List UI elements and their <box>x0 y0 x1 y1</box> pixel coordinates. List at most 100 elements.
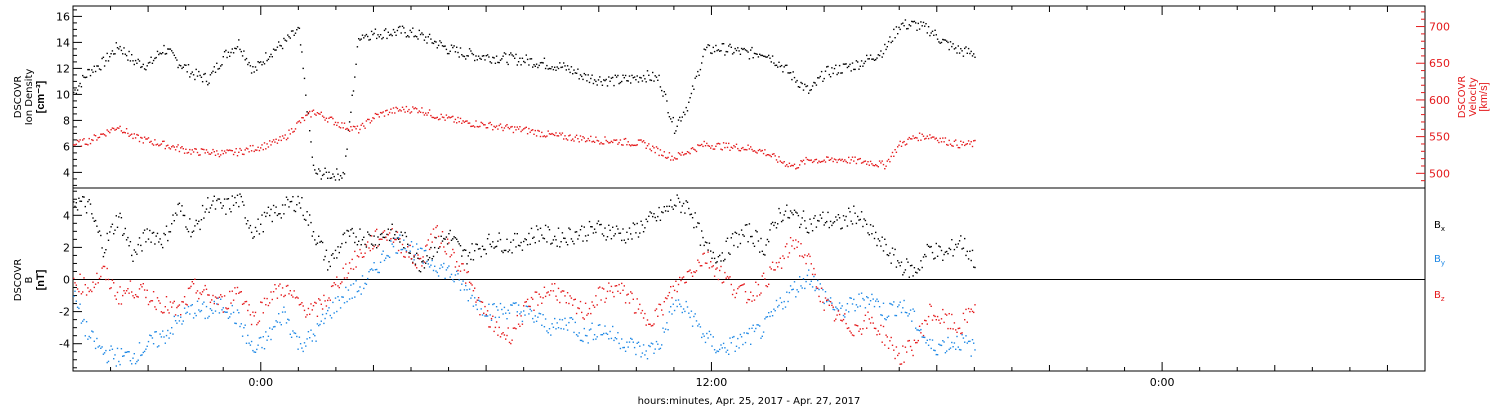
velocity-point <box>185 148 187 150</box>
velocity-point <box>174 149 177 151</box>
density-point <box>622 74 624 76</box>
density-point <box>124 53 126 55</box>
density-point <box>685 106 687 109</box>
bz-point <box>570 297 573 299</box>
velocity-point <box>849 162 851 164</box>
bz-point <box>552 290 555 292</box>
velocity-point <box>413 108 415 110</box>
velocity-point <box>187 151 190 154</box>
velocity-point <box>886 160 888 162</box>
density-point <box>832 72 834 75</box>
velocity-point <box>697 144 699 146</box>
by-point <box>189 313 191 315</box>
velocity-point <box>731 147 734 149</box>
by-point <box>743 332 745 334</box>
bz-point <box>271 298 273 301</box>
velocity-point <box>220 154 222 156</box>
density-point <box>498 61 500 64</box>
by-point <box>354 296 356 298</box>
density-point <box>851 62 854 64</box>
by-point <box>318 324 320 327</box>
by-point <box>641 352 644 354</box>
velocity-point <box>936 139 939 142</box>
bz-point <box>876 334 878 336</box>
bx-point <box>693 226 695 229</box>
bx-point <box>341 242 343 245</box>
bx-point <box>276 214 279 217</box>
bx-point <box>416 252 418 254</box>
velocity-point <box>724 146 726 149</box>
density-point <box>970 50 972 53</box>
field-tick-label: 0 <box>63 274 70 287</box>
by-point <box>505 312 507 314</box>
density-point <box>421 32 423 34</box>
bx-point <box>710 250 712 252</box>
by-point <box>109 349 111 351</box>
by-point <box>962 337 965 339</box>
density-point <box>342 171 344 174</box>
bz-point <box>497 334 499 336</box>
bz-point <box>716 267 718 269</box>
velocity-point <box>722 142 725 144</box>
bz-point <box>912 354 914 357</box>
bx-point <box>520 241 522 244</box>
bx-point <box>134 251 137 253</box>
bz-point <box>83 277 85 279</box>
by-point <box>458 279 460 281</box>
bx-point <box>924 253 926 256</box>
density-point <box>845 63 847 65</box>
velocity-point <box>132 137 134 140</box>
bx-point <box>425 262 427 264</box>
bz-point <box>133 297 135 299</box>
density-point <box>564 65 566 67</box>
by-point <box>358 290 360 292</box>
velocity-point <box>891 151 894 154</box>
bz-point <box>285 285 288 287</box>
by-point <box>933 349 935 351</box>
velocity-point <box>171 146 173 148</box>
by-point <box>814 289 816 292</box>
bz-point <box>681 277 683 279</box>
field-points <box>73 193 976 367</box>
by-point <box>926 339 928 341</box>
density-point <box>779 65 781 68</box>
by-point <box>305 345 307 347</box>
velocity-point <box>369 122 371 124</box>
bz-point <box>93 286 95 289</box>
velocity-point <box>551 132 553 135</box>
by-point <box>808 269 810 271</box>
density-point <box>543 57 546 59</box>
bz-point <box>916 341 918 344</box>
velocity-point <box>307 112 310 114</box>
bx-point <box>257 218 259 220</box>
bz-point <box>395 238 397 241</box>
velocity-point <box>778 156 780 158</box>
velocity-point <box>813 160 815 163</box>
density-point <box>495 55 498 57</box>
bx-point <box>476 243 478 246</box>
bx-point <box>933 258 935 260</box>
by-point <box>624 350 627 352</box>
bz-point <box>270 291 272 293</box>
velocity-point <box>395 106 397 109</box>
velocity-point <box>654 151 656 154</box>
by-point <box>722 342 725 345</box>
bx-point <box>452 238 454 240</box>
by-point <box>152 343 155 345</box>
bz-point <box>591 301 593 303</box>
velocity-tick-label: 700 <box>1429 21 1450 34</box>
velocity-point <box>712 148 714 150</box>
bx-point <box>713 257 716 260</box>
density-point <box>877 54 879 56</box>
by-point <box>462 280 464 282</box>
bz-point <box>474 287 476 289</box>
by-point <box>591 322 593 324</box>
velocity-point <box>898 144 900 146</box>
bz-point <box>288 293 290 295</box>
density-point <box>600 81 602 83</box>
bz-point <box>961 332 963 334</box>
bz-point <box>597 287 600 289</box>
by-point <box>100 347 102 349</box>
by-point <box>178 320 181 322</box>
